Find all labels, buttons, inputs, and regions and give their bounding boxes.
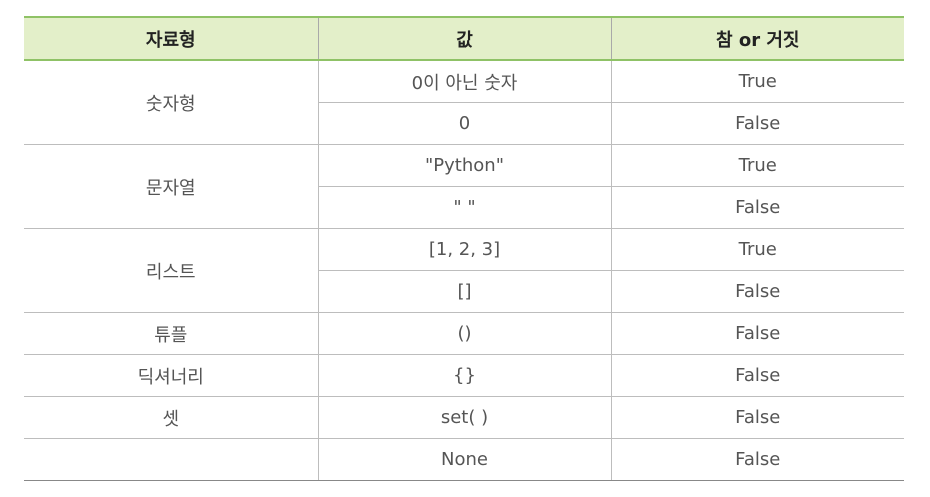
value-cell: " " (318, 186, 612, 229)
type-cell-number: 숫자형 (24, 59, 319, 145)
truth-cell: False (610, 312, 904, 355)
value-cell: () (317, 312, 612, 355)
table-row: 문자열 "Python" True (24, 144, 904, 229)
type-cell-list: 리스트 (24, 228, 319, 313)
table-row: " " False (24, 186, 904, 229)
truth-cell: True (610, 144, 904, 187)
table-row: 리스트 [1, 2, 3] True (24, 228, 904, 313)
table-row: 튜플 () False (24, 312, 904, 355)
value-cell: None (317, 438, 612, 481)
value-cell: "Python" (317, 144, 612, 187)
truth-cell: False (610, 186, 904, 229)
table-row: 0 False (24, 102, 904, 145)
type-cell-dict: 딕셔너리 (24, 354, 319, 397)
truth-cell: True (610, 59, 904, 103)
table-row: None False (24, 438, 904, 481)
value-cell: {} (317, 354, 612, 397)
truth-cell: False (610, 270, 904, 313)
truth-cell: False (610, 438, 904, 481)
type-cell-empty (24, 438, 319, 481)
truth-cell: False (610, 396, 904, 439)
table-row: 딕셔너리 {} False (24, 354, 904, 397)
type-cell-set: 셋 (24, 396, 319, 439)
value-cell: 0 (318, 102, 612, 145)
truth-value-table: 자료형 값 참 or 거짓 숫자형 0이 아닌 숫자 True 0 False … (24, 16, 904, 481)
table-row: 숫자형 0이 아닌 숫자 True (24, 59, 904, 145)
value-cell: 0이 아닌 숫자 (317, 59, 612, 103)
value-cell: [] (318, 270, 612, 313)
type-cell-string: 문자열 (24, 144, 319, 229)
header-row: 자료형 값 참 or 거짓 (24, 16, 904, 61)
truth-cell: False (610, 354, 904, 397)
truth-cell: True (610, 228, 904, 271)
type-cell-tuple: 튜플 (24, 312, 319, 355)
value-cell: [1, 2, 3] (317, 228, 612, 271)
value-cell: set( ) (317, 396, 612, 439)
table-row: 셋 set( ) False (24, 396, 904, 439)
truth-cell: False (610, 102, 904, 145)
header-type: 자료형 (24, 16, 319, 61)
table-row: [] False (24, 270, 904, 313)
header-value: 값 (317, 16, 612, 61)
header-truth: 참 or 거짓 (610, 16, 904, 61)
